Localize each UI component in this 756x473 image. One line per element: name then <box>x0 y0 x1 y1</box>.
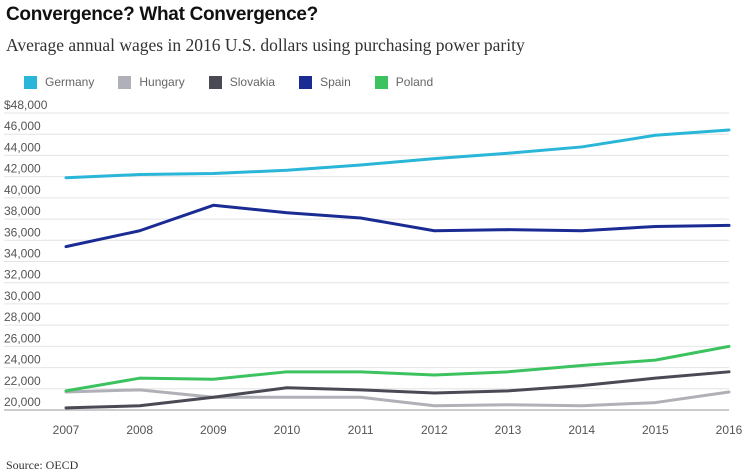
grid-lines <box>4 112 729 411</box>
x-axis-ticks: 2007 2008 2009 2010 2011 2012 2013 2014 2015 2016 <box>53 423 743 437</box>
series-lines <box>64 128 731 410</box>
legend-item-spain: Spain <box>299 75 351 89</box>
y-tick-label: 44,000 <box>4 140 41 154</box>
y-tick-label: 20,000 <box>4 395 41 409</box>
legend-item-poland: Poland <box>374 75 434 89</box>
x-tick-label: 2014 <box>568 423 595 437</box>
legend-swatch <box>374 75 388 89</box>
legend: Germany Hungary Slovakia Spain Poland <box>24 73 457 91</box>
y-tick-label: 24,000 <box>4 353 41 367</box>
legend-item-hungary: Hungary <box>118 75 185 89</box>
x-tick-label: 2008 <box>126 423 153 437</box>
y-tick-label: 36,000 <box>4 225 41 239</box>
series-line-spain <box>64 203 731 249</box>
series-line-poland <box>64 344 731 393</box>
series-line-germany <box>64 128 731 180</box>
legend-swatch <box>299 75 313 89</box>
y-tick-label: 38,000 <box>4 204 41 218</box>
y-tick-label: 22,000 <box>4 374 41 388</box>
legend-item-germany: Germany <box>24 75 94 89</box>
series-line-slovakia <box>64 370 731 410</box>
y-tick-label: 30,000 <box>4 289 41 303</box>
x-tick-label: 2016 <box>716 423 743 437</box>
x-tick-label: 2012 <box>421 423 448 437</box>
x-tick-label: 2007 <box>53 423 80 437</box>
y-tick-label: 26,000 <box>4 331 41 345</box>
chart-subtitle: Average annual wages in 2016 U.S. dollar… <box>6 35 525 55</box>
y-tick-label: 40,000 <box>4 183 41 197</box>
source-note: Source: OECD <box>6 458 79 472</box>
y-axis-ticks: 20,000 22,000 24,000 26,000 28,000 30,000 32,0… <box>4 98 48 409</box>
x-tick-label: 2015 <box>642 423 669 437</box>
y-tick-label: 46,000 <box>4 119 41 133</box>
x-tick-label: 2010 <box>274 423 301 437</box>
legend-swatch <box>208 75 222 89</box>
y-tick-label: 28,000 <box>4 310 41 324</box>
y-tick-label: 34,000 <box>4 247 41 261</box>
x-tick-label: 2009 <box>200 423 227 437</box>
legend-label: Germany <box>45 75 95 89</box>
series-line-hungary <box>64 388 731 408</box>
chart-title: Convergence? What Convergence? <box>6 4 318 25</box>
legend-swatch <box>118 75 132 89</box>
y-tick-label: $48,000 <box>4 98 48 112</box>
x-tick-label: 2011 <box>348 423 374 437</box>
legend-label: Spain <box>320 75 351 89</box>
legend-label: Poland <box>395 75 434 89</box>
legend-swatch <box>24 75 37 89</box>
legend-label: Hungary <box>139 75 185 89</box>
x-tick-label: 2013 <box>495 423 522 437</box>
y-tick-label: 32,000 <box>4 268 41 282</box>
legend-label: Slovakia <box>229 75 276 89</box>
y-tick-label: 42,000 <box>4 162 41 176</box>
legend-item-slovakia: Slovakia <box>208 75 276 89</box>
